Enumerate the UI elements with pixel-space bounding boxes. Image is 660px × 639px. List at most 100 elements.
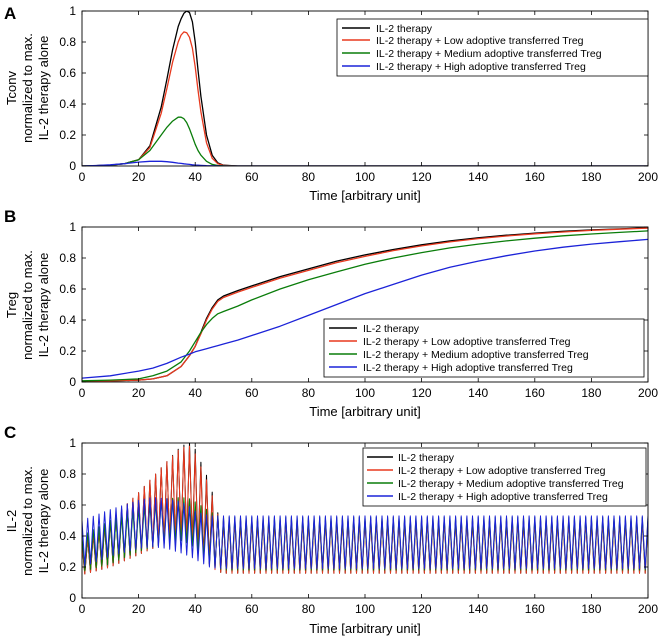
panel-a-ylabel-line1: Tconv	[4, 71, 19, 105]
panel-c-xtick-label: 20	[132, 602, 146, 616]
panel-b-legend-box	[323, 318, 645, 378]
panel-c-letter: C	[4, 423, 16, 442]
panel-c-xtick-label: 80	[302, 602, 316, 616]
panel-b-xtick-label: 60	[245, 386, 259, 400]
panel-b-xtick-label: 0	[79, 386, 86, 400]
panel-b-xtick-label: 200	[638, 386, 658, 400]
panel-a-ytick-label: 0.4	[59, 97, 76, 111]
panel-c: C IL-2 normalized to max. IL-2 therapy a…	[4, 423, 658, 636]
panel-c-series-green	[82, 497, 648, 572]
panel-c-legend-box	[362, 447, 647, 507]
panel-c-legend-label-4: IL-2 therapy + High adoptive transferred…	[398, 491, 608, 503]
panel-b-ytick-label: 0.2	[59, 344, 76, 358]
panel-b-xtick-label: 160	[525, 386, 545, 400]
panel-c-legend-label-3: IL-2 therapy + Medium adoptive transferr…	[398, 478, 624, 490]
panel-b-legend: IL-2 therapy IL-2 therapy + Low adoptive…	[323, 318, 645, 378]
panel-c-ylabel: IL-2 normalized to max. IL-2 therapy alo…	[4, 466, 51, 576]
panel-a-ytick-label: 0.6	[59, 66, 76, 80]
panel-c-xtick-label: 180	[581, 602, 601, 616]
panel-b-legend-label-1: IL-2 therapy	[363, 323, 420, 335]
panel-a-ytick-label: 1	[69, 4, 76, 18]
panel-c-xtick-label: 0	[79, 602, 86, 616]
panel-c-legend: IL-2 therapy IL-2 therapy + Low adoptive…	[362, 447, 647, 507]
panel-b-legend-label-2: IL-2 therapy + Low adoptive transferred …	[363, 336, 571, 348]
panel-b-xtick-label: 180	[581, 386, 601, 400]
panel-a-legend-label-2: IL-2 therapy + Low adoptive transferred …	[376, 35, 584, 47]
panel-b-ylabel-line1: Treg	[4, 292, 19, 318]
panel-b-xtick-label: 20	[132, 386, 146, 400]
panel-a-xtick-label: 0	[79, 170, 86, 184]
panel-a-xtick-label: 20	[132, 170, 146, 184]
panel-c-ytick-label: 0.6	[59, 498, 76, 512]
panel-b-series-green	[82, 230, 648, 382]
panel-c-xtick-label: 160	[525, 602, 545, 616]
panel-b-ytick-label: 0	[69, 375, 76, 389]
panel-a-xtick-label: 60	[245, 170, 259, 184]
panel-c-series-blue	[82, 497, 648, 569]
panel-b-plot: 0 20 40 60 80 100 120 140 160 180 200 0 0.2 0.4 0.6 0.8…	[59, 220, 658, 400]
panel-b-ytick-label: 0.4	[59, 313, 76, 327]
panel-b: B Treg normalized to max. IL-2 therapy a…	[4, 207, 658, 419]
panel-b-series-blue	[82, 238, 648, 379]
panel-a-xtick-label: 180	[581, 170, 601, 184]
panel-c-plot: 0 20 40 60 80 100 120 140 160 180 200 0 0.2 0.4 0.6 0.8…	[59, 436, 658, 616]
panel-a-series-red	[82, 31, 648, 166]
panel-a-xtick-label: 80	[302, 170, 316, 184]
panel-a-xtick-label: 40	[189, 170, 203, 184]
panel-a-ytick-label: 0.8	[59, 35, 76, 49]
panel-a-ylabel: Tconv normalized to max. IL-2 therapy al…	[4, 33, 51, 143]
panel-b-ytick-label: 0.6	[59, 282, 76, 296]
panel-b-ylabel: Treg normalized to max. IL-2 therapy alo…	[4, 250, 51, 360]
panel-b-letter: B	[4, 207, 16, 226]
panel-b-xtick-label: 140	[468, 386, 488, 400]
panel-a-legend-label-3: IL-2 therapy + Medium adoptive transferr…	[376, 48, 602, 60]
panel-c-series-group	[82, 443, 648, 575]
panel-a-ytick-label: 0.2	[59, 128, 76, 142]
panel-a: A Tconv normalized to max. IL-2 therapy …	[4, 4, 658, 203]
panel-a-ylabel-line2: normalized to max.	[20, 33, 35, 143]
panel-c-xtick-label: 140	[468, 602, 488, 616]
panel-b-xlabel: Time [arbitrary unit]	[309, 404, 421, 419]
panel-c-ylabel-line3: IL-2 therapy alone	[36, 469, 51, 574]
panel-b-xtick-label: 80	[302, 386, 316, 400]
panel-c-xlabel: Time [arbitrary unit]	[309, 621, 421, 636]
panel-a-legend-box	[336, 18, 649, 77]
panel-c-legend-label-2: IL-2 therapy + Low adoptive transferred …	[398, 465, 606, 477]
panel-a-series-green	[82, 116, 648, 166]
panel-b-series-group	[82, 227, 648, 382]
panel-b-xtick-label: 120	[412, 386, 432, 400]
panel-c-xtick-label: 200	[638, 602, 658, 616]
panel-a-xtick-label: 140	[468, 170, 488, 184]
panel-b-ylabel-line2: normalized to max.	[20, 250, 35, 360]
panel-a-xtick-label: 120	[412, 170, 432, 184]
panel-a-legend: IL-2 therapy IL-2 therapy + Low adoptive…	[336, 18, 649, 77]
panel-a-legend-label-4: IL-2 therapy + High adoptive transferred…	[376, 61, 586, 73]
panel-b-legend-label-4: IL-2 therapy + High adoptive transferred…	[363, 362, 573, 374]
panel-a-legend-label-1: IL-2 therapy	[376, 23, 433, 35]
panel-c-ytick-label: 0	[69, 591, 76, 605]
panel-b-series-red	[82, 227, 648, 382]
panel-c-xtick-label: 60	[245, 602, 259, 616]
panel-c-xtick-label: 120	[412, 602, 432, 616]
panel-a-plot: 0 20 40 60 80 100 120 140 160 180 200 0 0.2 0.4 0.6 0.8…	[59, 4, 658, 184]
panel-b-ytick-label: 0.8	[59, 251, 76, 265]
panel-c-ytick-label: 0.4	[59, 529, 76, 543]
panel-c-xtick-label: 100	[355, 602, 375, 616]
panel-c-ytick-label: 0.2	[59, 560, 76, 574]
panel-c-ytick-label: 0.8	[59, 467, 76, 481]
panel-a-xtick-label: 160	[525, 170, 545, 184]
panel-b-ylabel-line3: IL-2 therapy alone	[36, 253, 51, 358]
panel-c-ylabel-line2: normalized to max.	[20, 466, 35, 576]
panel-a-ytick-label: 0	[69, 159, 76, 173]
panel-a-xlabel: Time [arbitrary unit]	[309, 188, 421, 203]
panel-b-xtick-label: 100	[355, 386, 375, 400]
panel-a-letter: A	[4, 4, 16, 23]
panel-c-ylabel-line1: IL-2	[4, 510, 19, 532]
panel-c-xtick-label: 40	[189, 602, 203, 616]
panel-b-xtick-label: 40	[189, 386, 203, 400]
panel-c-ytick-label: 1	[69, 436, 76, 450]
panel-a-xtick-label: 200	[638, 170, 658, 184]
panel-a-xtick-label: 100	[355, 170, 375, 184]
panel-c-legend-label-1: IL-2 therapy	[398, 452, 455, 464]
